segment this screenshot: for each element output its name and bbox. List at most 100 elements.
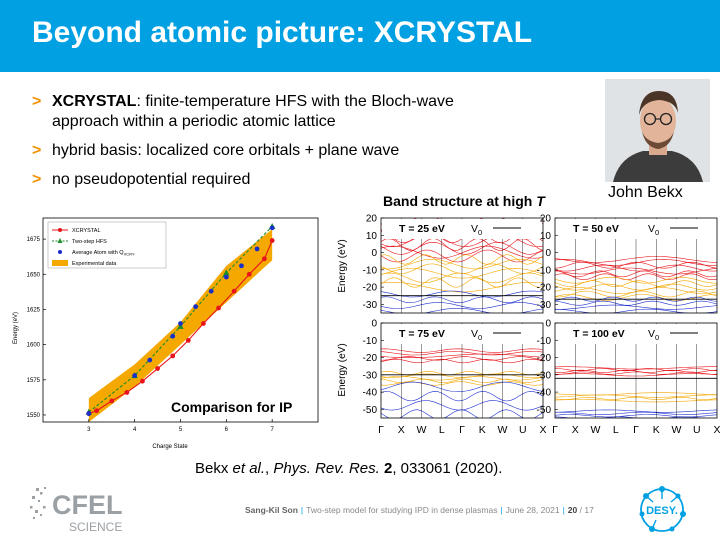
desy-logo: DESY. (636, 484, 688, 536)
x-tick-label: 5 (179, 427, 183, 433)
chart-caption: Comparison for IP (171, 399, 292, 415)
footer-page: 20 (567, 505, 578, 515)
kpoint-label: X (572, 424, 579, 436)
band-panel: T = 50 eV V0 -30 -20 -10 0 10 20 (537, 214, 718, 314)
cfel-subtitle: SCIENCE (69, 520, 122, 534)
citation-journal: Phys. Rev. Res. (273, 460, 380, 477)
legend-swatch (52, 260, 68, 266)
xcrystal-line (88, 240, 273, 415)
cfel-logo: CFEL SCIENCE (28, 484, 138, 536)
band-title-var: T (536, 193, 545, 209)
average-atom-point (147, 357, 153, 363)
xcrystal-point (185, 338, 191, 343)
kpoint-label: W (417, 424, 427, 436)
band-panel: T = 100 eV V0 -50 -40 -30 -20 -10 0 (537, 319, 718, 419)
y-tick-label: -30 (537, 300, 552, 311)
kpoint-label: W (672, 424, 682, 436)
y-tick-label: 1625 (27, 307, 41, 313)
legend-label: Average Atom with QXCRY (72, 250, 135, 257)
citation: Bekx et al., Phys. Rev. Res. 2, 033061 (… (195, 460, 502, 477)
v0-legend-label: V0 (471, 328, 482, 342)
y-tick-label: -50 (363, 405, 378, 416)
y-tick-label: -10 (363, 265, 378, 276)
desy-wordmark: DESY. (646, 505, 678, 517)
panel-legend-bg (382, 219, 542, 239)
y-tick-label: -20 (363, 283, 378, 294)
cfel-wordmark: CFEL (52, 490, 123, 520)
photo-caption: John Bekx (608, 184, 683, 201)
kpoint-label: Γ (633, 424, 639, 436)
legend-marker (58, 228, 62, 232)
legend-subscript: XCRY (124, 252, 135, 257)
y-tick-label: -10 (537, 336, 552, 347)
kpoint-label: Γ (459, 424, 465, 436)
xcrystal-point (201, 321, 206, 326)
band-structure-title: Band structure at high T (383, 193, 545, 209)
portrait-photo (605, 79, 710, 182)
panel-temp-label: T = 25 eV (399, 223, 445, 235)
footer-total: / 17 (579, 505, 594, 515)
kpoint-label: Γ (378, 424, 384, 436)
y-tick-label: -30 (363, 300, 378, 311)
legend-label: Experimental data (72, 261, 117, 267)
bullet-item: > hybrid basis: localized core orbitals … (32, 141, 552, 161)
band-y-axis-label: Energy (eV) (337, 343, 348, 396)
ip-chart-svg: 1550 1575 1600 1625 1650 1675 3 4 5 6 7 XCRYSTAL Tw… (13, 217, 319, 450)
average-atom-point (86, 411, 92, 416)
x-axis-label: Charge State (152, 444, 188, 450)
kpoint-label: X (713, 424, 720, 436)
average-atom-point (239, 263, 244, 269)
y-tick-label: -20 (537, 353, 552, 364)
kpoint-label: W (591, 424, 601, 436)
panel-temp-label: T = 50 eV (573, 223, 619, 235)
average-atom-point (208, 288, 214, 294)
y-tick-label: 10 (540, 231, 552, 242)
y-tick-label: 0 (371, 248, 377, 259)
y-tick-label: -10 (363, 336, 378, 347)
bullet-text-line2: approach within a periodic atomic lattic… (52, 113, 336, 130)
y-axis-label: Energy (eV) (13, 312, 19, 344)
footer-separator: | (300, 505, 304, 515)
xcrystal-point (231, 288, 237, 294)
x-tick-label: 4 (133, 427, 137, 433)
y-tick-label: -30 (363, 370, 378, 381)
citation-rest: , 033061 (2020). (392, 460, 503, 477)
average-atom-point (132, 373, 138, 378)
bullet-marker: > (32, 93, 42, 110)
footer-talk-title: Two-step model for studying IPD in dense… (306, 505, 498, 515)
bullet-bold: XCRYSTAL (52, 93, 137, 110)
legend-marker (58, 250, 62, 254)
kpoint-label: L (613, 424, 619, 436)
v0-legend-subscript: 0 (655, 333, 659, 342)
panel-temp-label: T = 100 eV (573, 328, 625, 340)
kpoint-label: W (498, 424, 508, 436)
x-tick-label: 7 (270, 427, 274, 433)
desy-logo-icon: DESY. (639, 486, 686, 532)
citation-sep: , (265, 460, 274, 477)
bullet-text: hybrid basis: localized core orbitals + … (52, 142, 400, 159)
panel-legend-bg (556, 324, 716, 344)
y-tick-label: 0 (545, 319, 551, 330)
y-tick-label: -40 (537, 388, 552, 399)
xcrystal-point (269, 238, 275, 243)
cfel-logo-icon: CFEL SCIENCE (30, 487, 123, 534)
footer-separator: | (500, 505, 503, 515)
band-structure-svg: T = 25 eV V0 -30 -20 -10 0 10 20 T = 50 eV V0 -30 -… (337, 214, 720, 437)
bullet-item: > XCRYSTAL: finite-temperature HFS with … (32, 92, 552, 132)
v0-legend-label: V0 (648, 223, 659, 237)
citation-authors: Bekx (195, 460, 233, 477)
kpoint-label: U (693, 424, 701, 436)
y-tick-label: -40 (363, 388, 378, 399)
v0-legend-subscript: 0 (478, 228, 482, 237)
xcrystal-point (140, 378, 145, 384)
kpoint-label: U (519, 424, 527, 436)
panel-legend-bg (382, 324, 542, 344)
v0-legend-label: V0 (471, 223, 482, 237)
xcrystal-point (94, 408, 100, 414)
y-tick-label: 1550 (27, 413, 41, 419)
y-tick-label: 1650 (27, 272, 41, 278)
xcrystal-point (155, 366, 160, 371)
kpoint-label: Γ (552, 424, 558, 436)
y-tick-label: 1575 (27, 378, 41, 384)
v0-legend-subscript: 0 (478, 333, 482, 342)
